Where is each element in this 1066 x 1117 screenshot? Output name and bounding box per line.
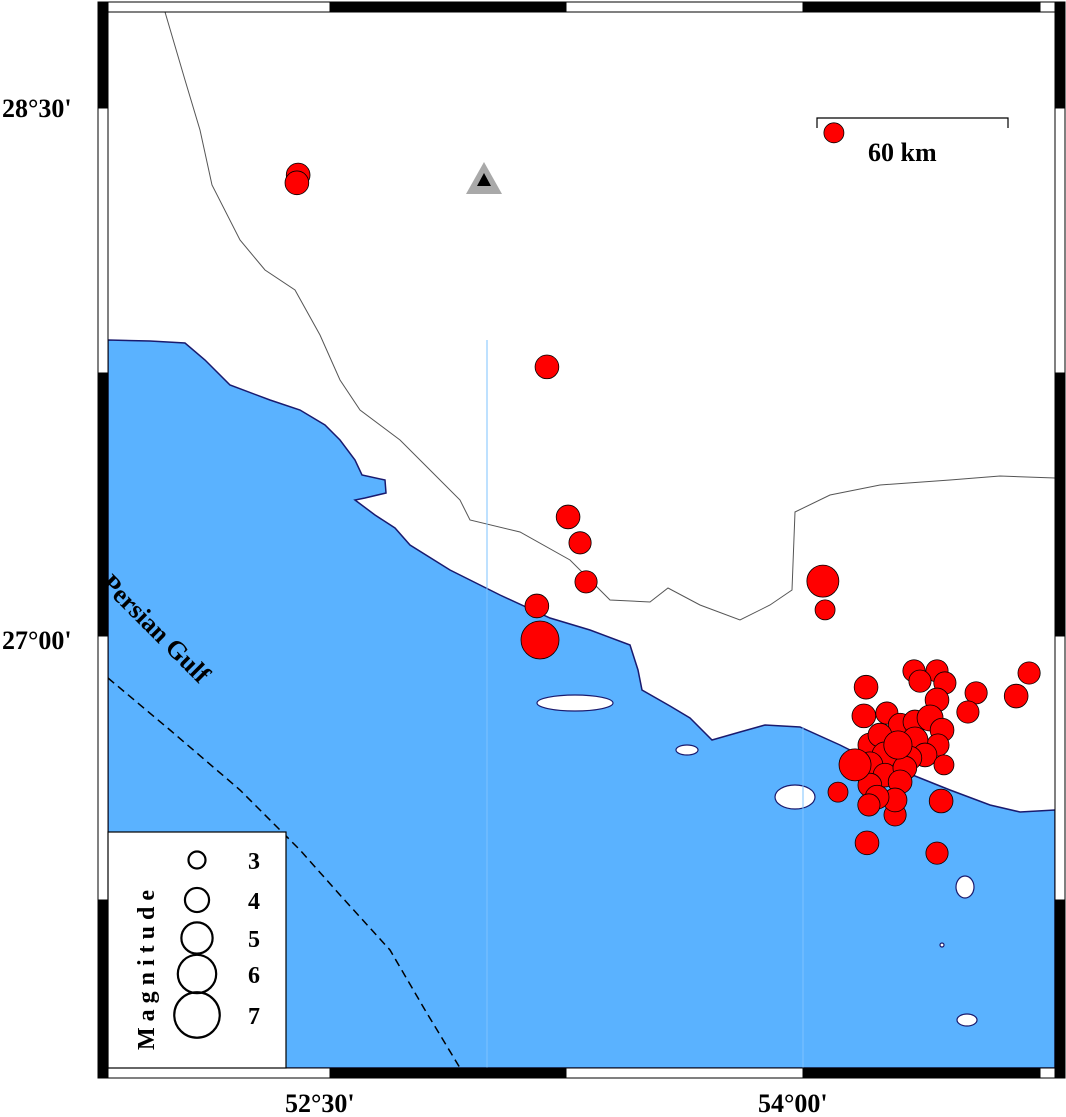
earthquake-marker [524,593,550,619]
map-frame [97,1,1066,1079]
maritime-boundary [108,677,461,1068]
legend-label: 7 [248,1004,260,1030]
earthquake-marker [933,754,955,776]
triangle-inner-icon [477,173,491,186]
earthquake-marker [857,793,881,817]
earthquake-marker [908,669,932,693]
frame-segment [802,1,1041,13]
earthquake-marker [520,620,560,660]
legend-label: 4 [248,889,260,915]
legend-title: Magnitude [134,884,160,1050]
station-marker [466,162,502,194]
province-boundary [164,12,1055,621]
earthquake-marker [534,354,560,380]
earthquake-marker [827,781,849,803]
legend-circle [187,850,207,870]
legend-circle [180,921,214,955]
earthquake-marker [956,700,980,724]
earthquakes [284,122,1041,865]
earthquake-marker [814,599,836,621]
legend: Magnitude 3 4 5 6 7 [107,831,287,1069]
lat-label-27-00: 27°00' [2,626,72,655]
lon-label-54-00: 54°00' [758,1089,828,1117]
earthquake-marker [883,730,913,760]
legend-label: 3 [248,849,260,875]
earthquake-marker [838,748,872,782]
earthquake-marker [1017,661,1041,685]
frame-segment [802,1067,1041,1079]
earthquake-marker [925,841,949,865]
earthquake-marker [555,504,581,530]
frame-segment [329,1,567,13]
earthquake-marker [806,564,840,598]
frame-segment [1054,1,1066,109]
earthquake-marker [574,570,598,594]
frame-segment [97,899,109,1079]
lat-label-28-30: 28°30' [2,94,72,123]
frame-segment [329,1067,567,1079]
frame-segment [1054,899,1066,1079]
scale-bar: 60 km [816,117,1009,167]
earthquake-marker [568,531,592,555]
earthquake-marker [928,788,954,814]
frame-segment [97,1,109,109]
legend-circle [173,991,221,1039]
legend-label: 5 [248,927,260,953]
earthquake-marker [853,674,879,700]
earthquake-marker [851,703,877,729]
earthquake-marker [854,830,880,856]
legend-circle [183,886,211,914]
legend-label: 6 [248,963,260,989]
frame-segment [1054,372,1066,637]
earthquake-marker [1003,683,1029,709]
scale-bar-label: 60 km [868,138,937,167]
earthquake-marker [284,170,310,196]
islands [536,694,978,1027]
earthquake-marker [823,122,845,144]
frame-segment [97,372,109,637]
lon-label-52-30: 52°30' [285,1089,355,1117]
